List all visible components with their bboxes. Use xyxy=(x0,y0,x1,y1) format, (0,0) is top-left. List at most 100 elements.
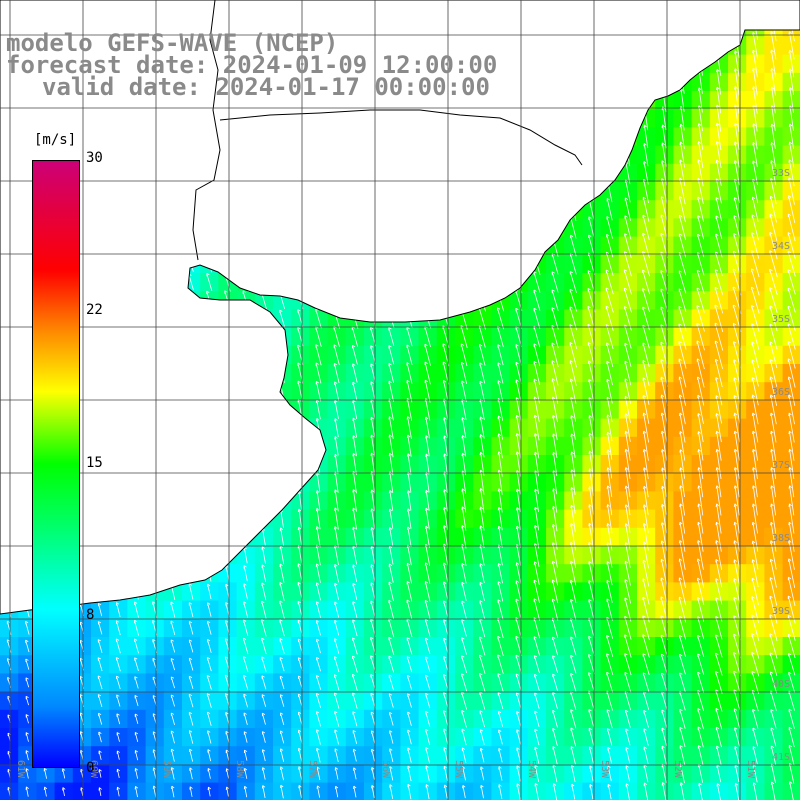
wind-arrow xyxy=(425,489,430,511)
wind-arrow xyxy=(424,562,431,585)
wind-arrow xyxy=(461,506,467,531)
wind-arrow xyxy=(334,785,339,798)
wind-arrow xyxy=(116,713,121,725)
wind-arrow xyxy=(697,233,705,258)
wind-arrow xyxy=(715,485,722,516)
wind-arrow xyxy=(752,430,759,461)
wind-arrow xyxy=(788,485,795,516)
wind-arrow xyxy=(443,543,449,567)
wind-arrow xyxy=(750,286,760,314)
field-cell xyxy=(782,54,800,74)
wind-arrow xyxy=(170,658,176,671)
wind-arrow xyxy=(679,726,686,748)
wind-arrow xyxy=(334,399,339,419)
lon-label: 58W xyxy=(234,760,245,779)
wind-arrow xyxy=(606,360,613,386)
wind-arrow xyxy=(533,378,540,404)
wind-arrow xyxy=(678,340,687,369)
wind-arrow xyxy=(443,435,448,457)
wind-arrow xyxy=(516,711,522,727)
wind-arrow xyxy=(733,467,740,498)
wind-arrow xyxy=(497,415,503,440)
wind-arrow xyxy=(769,633,778,659)
wind-arrow xyxy=(315,308,322,329)
wind-arrow xyxy=(733,615,741,641)
wind-arrow xyxy=(533,360,541,385)
wind-arrow xyxy=(606,233,614,258)
wind-arrow xyxy=(679,159,686,187)
wind-arrow xyxy=(660,288,669,312)
wind-arrow xyxy=(98,712,103,725)
wind-arrow xyxy=(479,343,486,366)
wind-arrow xyxy=(407,508,412,529)
lon-label: 55W xyxy=(453,760,464,779)
wind-arrow xyxy=(624,579,632,604)
model-title: modelo GEFS-WAVE (NCEP) xyxy=(6,29,339,57)
wind-arrow xyxy=(479,563,485,584)
wind-arrow xyxy=(770,467,776,498)
field-cell xyxy=(782,291,800,310)
wind-arrow xyxy=(315,380,322,402)
wind-arrow xyxy=(678,376,687,406)
wind-arrow xyxy=(678,306,687,331)
lon-label: 61W xyxy=(15,760,26,779)
wind-arrow xyxy=(479,451,485,477)
wind-arrow xyxy=(370,416,376,439)
wind-arrow xyxy=(25,786,29,797)
wind-arrow xyxy=(25,750,29,761)
wind-arrow xyxy=(479,581,485,601)
wind-arrow xyxy=(225,768,230,779)
wind-arrow xyxy=(697,503,704,534)
wind-arrow xyxy=(696,358,705,388)
wind-arrow xyxy=(570,451,576,477)
wind-arrow xyxy=(715,634,723,658)
wind-arrow xyxy=(788,521,795,552)
wind-arrow xyxy=(552,673,558,691)
wind-arrow xyxy=(679,653,686,675)
wind-arrow xyxy=(570,469,576,496)
wind-arrow xyxy=(733,503,740,534)
wind-arrow xyxy=(370,489,376,512)
wind-arrow xyxy=(534,488,539,513)
wind-arrow xyxy=(516,507,521,530)
wind-arrow xyxy=(498,766,503,781)
wind-arrow xyxy=(770,68,776,96)
wind-arrow xyxy=(279,309,285,328)
wind-arrow xyxy=(679,708,686,729)
wind-arrow xyxy=(516,747,521,763)
wind-arrow xyxy=(697,635,705,657)
wind-arrow xyxy=(697,671,705,693)
wind-arrow xyxy=(497,635,504,657)
wind-arrow xyxy=(261,694,267,707)
wind-arrow xyxy=(334,656,340,673)
lat-label: 37S xyxy=(772,460,790,471)
wind-arrow xyxy=(442,380,449,403)
wind-arrow xyxy=(643,746,649,764)
wind-arrow xyxy=(515,379,522,403)
wind-arrow xyxy=(770,540,777,570)
wind-arrow xyxy=(769,359,778,387)
wind-arrow xyxy=(352,489,357,512)
wind-arrow xyxy=(424,379,431,403)
wind-arrow xyxy=(715,597,723,622)
wind-arrow xyxy=(588,580,595,603)
wind-arrow xyxy=(570,746,576,765)
wind-arrow xyxy=(678,358,687,388)
wind-arrow xyxy=(716,69,722,95)
wind-arrow xyxy=(697,726,704,748)
wind-arrow xyxy=(115,675,121,690)
wind-arrow xyxy=(678,596,687,623)
wind-arrow xyxy=(588,561,595,586)
wind-arrow xyxy=(516,488,521,513)
wind-arrow xyxy=(371,730,376,744)
wind-arrow xyxy=(734,746,740,765)
wind-arrow xyxy=(769,652,778,676)
wind-arrow xyxy=(134,676,139,689)
wind-arrow xyxy=(733,485,740,516)
wind-arrow xyxy=(770,86,776,114)
wind-arrow xyxy=(624,197,631,221)
wind-arrow xyxy=(206,273,213,291)
wind-arrow xyxy=(207,786,211,797)
wind-arrow xyxy=(25,695,29,706)
wind-arrow xyxy=(679,782,685,800)
